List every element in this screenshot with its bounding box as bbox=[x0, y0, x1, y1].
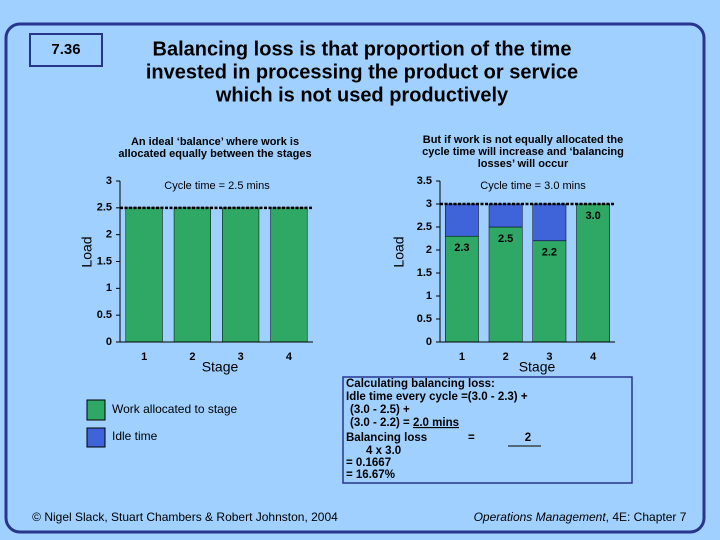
bar bbox=[270, 207, 308, 343]
subtitle: An ideal ‘balance’ where work is bbox=[131, 136, 299, 148]
subtitle: allocated equally between the stages bbox=[118, 148, 311, 160]
data-label: 3.0 bbox=[585, 210, 600, 222]
x-tick-label: 1 bbox=[459, 351, 465, 363]
bar-segment bbox=[445, 203, 479, 237]
calc-line: = 16.67% bbox=[346, 469, 395, 481]
y-tick-label: 2 bbox=[106, 229, 112, 241]
data-label: 2.3 bbox=[454, 242, 469, 254]
calc-box bbox=[342, 376, 633, 484]
y-axis-label: Load bbox=[79, 236, 95, 267]
x-tick-label: 4 bbox=[286, 351, 293, 363]
calc-line: Calculating balancing loss: bbox=[346, 378, 495, 390]
y-tick-label: 1.5 bbox=[417, 267, 432, 279]
number-box bbox=[29, 33, 103, 67]
title: Balancing loss is that proportion of the… bbox=[153, 38, 572, 60]
footer-rest: , 4E: Chapter 7 bbox=[606, 510, 687, 524]
y-tick-label: 0 bbox=[106, 336, 112, 348]
title: which is not used productively bbox=[215, 84, 509, 106]
x-axis-label: Stage bbox=[519, 359, 556, 375]
y-tick-label: 0.5 bbox=[97, 309, 112, 321]
bar-segment bbox=[488, 203, 523, 228]
subtitle: losses’ will occur bbox=[478, 158, 569, 170]
y-tick-label: 3.5 bbox=[417, 175, 432, 187]
y-tick-label: 2.5 bbox=[97, 202, 112, 214]
x-tick-label: 1 bbox=[141, 351, 147, 363]
calculation: Calculating balancing loss: Idle time ev… bbox=[346, 378, 541, 481]
x-axis-label: Stage bbox=[202, 359, 239, 375]
subtitle: But if work is not equally allocated the bbox=[423, 134, 623, 146]
legend-swatch bbox=[86, 399, 106, 421]
bar-segment bbox=[445, 235, 479, 343]
legend-swatch bbox=[86, 427, 106, 448]
legend-label: Work allocated to stage bbox=[112, 402, 238, 416]
title: invested in processing the product or se… bbox=[146, 61, 578, 83]
y-axis-label: Load bbox=[391, 236, 407, 267]
footer-italic: Operations Management bbox=[474, 510, 607, 524]
legend-label: Idle time bbox=[112, 429, 158, 443]
bar bbox=[173, 207, 211, 343]
subtitle: cycle time will increase and ‘balancing bbox=[422, 146, 624, 158]
y-tick-label: 3 bbox=[426, 198, 432, 210]
bar-segment bbox=[576, 203, 610, 343]
bar bbox=[222, 207, 260, 343]
annotation: Cycle time = 2.5 mins bbox=[164, 180, 270, 192]
y-tick-label: 2 bbox=[426, 244, 432, 256]
calc-line: 4 x 3.0 bbox=[366, 445, 401, 457]
calc-line: (3.0 - 2.2) = 2.0 mins bbox=[350, 417, 459, 429]
calc-part: (3.0 - 2.2) = bbox=[350, 417, 413, 429]
bar-segment bbox=[532, 203, 567, 242]
y-tick-label: 2.5 bbox=[417, 221, 432, 233]
slide-number: 7.36 bbox=[51, 41, 80, 58]
y-tick-label: 0 bbox=[426, 336, 432, 348]
bar bbox=[125, 207, 163, 343]
x-tick-label: 4 bbox=[590, 351, 597, 363]
x-tick-label: 2 bbox=[503, 351, 509, 363]
calc-line: 2 bbox=[525, 432, 531, 444]
y-tick-label: 1.5 bbox=[97, 255, 112, 267]
y-tick-label: 3 bbox=[106, 175, 112, 187]
calc-part: 2.0 mins bbox=[413, 417, 459, 429]
y-tick-label: 1 bbox=[106, 282, 112, 294]
footer-left: © Nigel Slack, Stuart Chambers & Robert … bbox=[32, 510, 338, 524]
data-label: 2.5 bbox=[498, 233, 513, 245]
bar-segment bbox=[488, 226, 523, 343]
x-tick-label: 3 bbox=[546, 351, 552, 363]
calc-line: (3.0 - 2.5) + bbox=[350, 404, 410, 416]
data-label: 2.2 bbox=[542, 247, 557, 259]
annotation: Cycle time = 3.0 mins bbox=[480, 180, 586, 192]
footer-right: Operations Management, 4E: Chapter 7 bbox=[474, 510, 687, 524]
calc-line: = 0.1667 bbox=[346, 457, 391, 469]
x-tick-label: 3 bbox=[238, 351, 244, 363]
x-tick-label: 2 bbox=[189, 351, 195, 363]
calc-line: = bbox=[468, 432, 475, 444]
calc-line: Balancing loss bbox=[346, 432, 427, 444]
calc-line: Idle time every cycle =(3.0 - 2.3) + bbox=[346, 391, 528, 403]
y-tick-label: 0.5 bbox=[417, 313, 432, 325]
y-tick-label: 1 bbox=[426, 290, 432, 302]
